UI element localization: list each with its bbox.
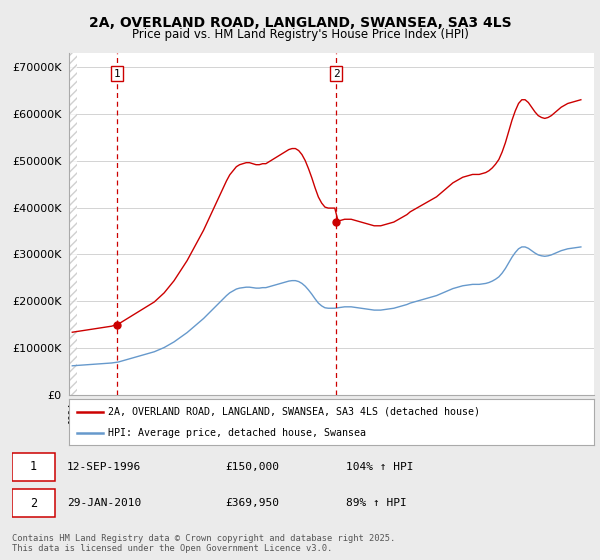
Text: £369,950: £369,950 [225,498,279,508]
Text: HPI: Average price, detached house, Swansea: HPI: Average price, detached house, Swan… [109,428,367,438]
Text: Contains HM Land Registry data © Crown copyright and database right 2025.
This d: Contains HM Land Registry data © Crown c… [12,534,395,553]
Text: 104% ↑ HPI: 104% ↑ HPI [346,462,413,472]
Text: 1: 1 [30,460,37,473]
Text: 29-JAN-2010: 29-JAN-2010 [67,498,141,508]
Text: 12-SEP-1996: 12-SEP-1996 [67,462,141,472]
Text: 2A, OVERLAND ROAD, LANGLAND, SWANSEA, SA3 4LS (detached house): 2A, OVERLAND ROAD, LANGLAND, SWANSEA, SA… [109,407,481,417]
FancyBboxPatch shape [12,453,55,480]
Text: 1: 1 [113,68,120,78]
Text: 2A, OVERLAND ROAD, LANGLAND, SWANSEA, SA3 4LS: 2A, OVERLAND ROAD, LANGLAND, SWANSEA, SA… [89,16,511,30]
Text: 2: 2 [333,68,340,78]
Text: Price paid vs. HM Land Registry's House Price Index (HPI): Price paid vs. HM Land Registry's House … [131,28,469,41]
Text: £150,000: £150,000 [225,462,279,472]
Text: 2: 2 [30,497,37,510]
Text: 89% ↑ HPI: 89% ↑ HPI [346,498,407,508]
FancyBboxPatch shape [12,489,55,517]
